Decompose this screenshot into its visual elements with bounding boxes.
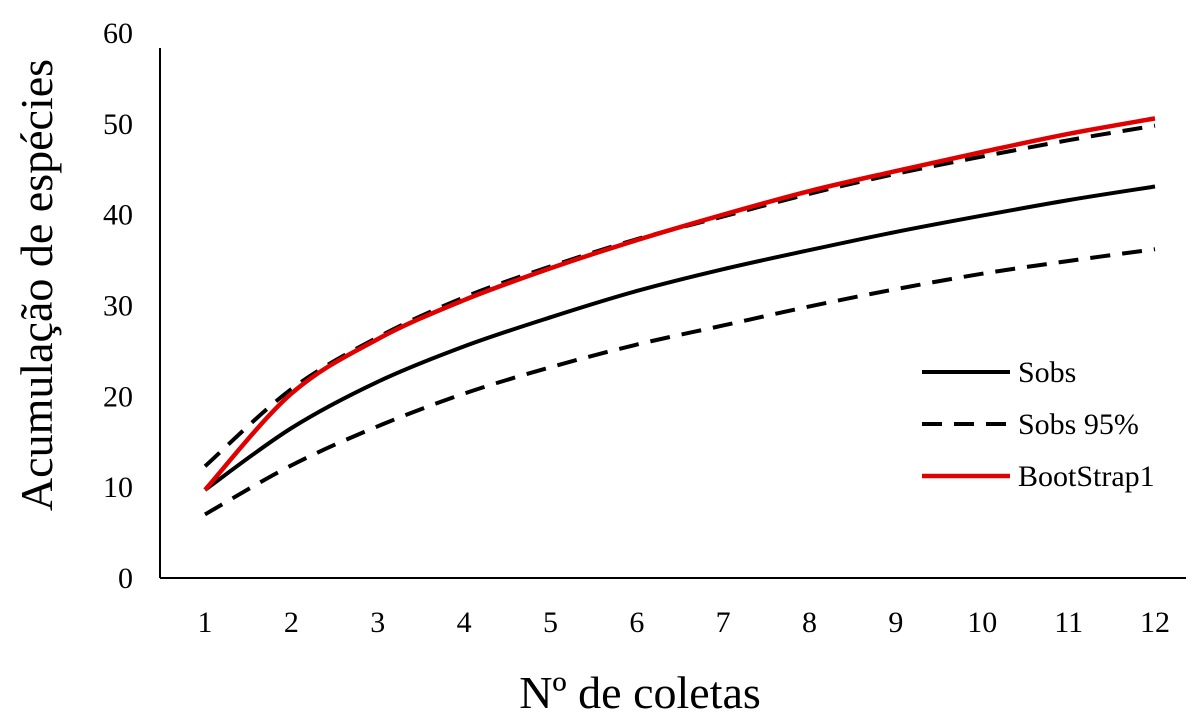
legend-label: Sobs 95% — [1018, 408, 1139, 441]
y-tick-label: 0 — [118, 562, 133, 595]
x-tick-label: 12 — [1140, 606, 1170, 639]
x-tick-label: 6 — [629, 606, 644, 639]
y-tick-label: 60 — [103, 17, 133, 50]
x-tick-label: 5 — [543, 606, 558, 639]
legend: Sobs Sobs 95% BootStrap1 — [922, 356, 1155, 493]
x-tick-label: 11 — [1054, 606, 1083, 639]
y-tick-label: 20 — [103, 380, 133, 413]
x-tick-label: 1 — [198, 606, 213, 639]
series-line-sobs — [203, 184, 1156, 492]
x-axis-title: Nº de coletas — [519, 667, 761, 718]
series-line-sobs-95 — [203, 123, 1156, 468]
y-axis-title: Acumulação de espécies — [11, 59, 62, 511]
series-lines — [203, 116, 1156, 517]
x-tick-label: 7 — [716, 606, 731, 639]
x-tick-label: 8 — [802, 606, 817, 639]
y-tick-label: 10 — [103, 471, 133, 504]
legend-label: BootStrap1 — [1018, 460, 1155, 493]
x-tick-label: 4 — [457, 606, 472, 639]
series-line-bootstrap1 — [203, 116, 1156, 492]
legend-label: Sobs — [1018, 356, 1076, 389]
series-line-sobs-95-lower — [204, 247, 1156, 517]
x-tick-label: 9 — [888, 606, 903, 639]
y-tick-label: 50 — [103, 108, 133, 141]
y-tick-labels: 0 10 20 30 40 50 60 — [103, 17, 133, 595]
x-tick-labels: 1 2 3 4 5 6 7 8 9 10 11 12 — [198, 606, 1171, 639]
x-tick-label: 2 — [284, 606, 299, 639]
x-tick-label: 10 — [967, 606, 997, 639]
x-tick-label: 3 — [370, 606, 385, 639]
axes — [159, 48, 1186, 579]
y-tick-label: 40 — [103, 199, 133, 232]
y-tick-label: 30 — [103, 290, 133, 323]
